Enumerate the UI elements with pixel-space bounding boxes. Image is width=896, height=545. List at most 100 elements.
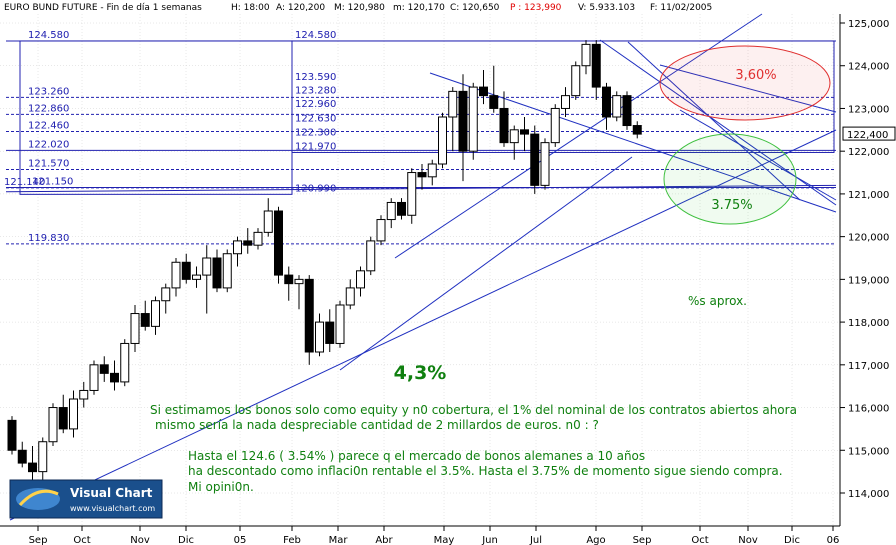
- level-label: 122.460: [28, 121, 69, 132]
- y-tick-label: 120,000: [848, 233, 889, 244]
- candle-body: [325, 321, 335, 344]
- candle-body: [79, 389, 89, 400]
- trendline: [9, 129, 837, 521]
- paragraph-1-line-2: mismo sería la nada despreciable cantida…: [155, 418, 599, 432]
- price-levels: 124.580 123.260 122.860 122.460 122.020 121.5…: [4, 30, 837, 245]
- y-tick-label: 117,000: [848, 361, 889, 372]
- header-max: M: 120,980: [334, 3, 385, 13]
- candle-body: [632, 125, 642, 135]
- box-level-label: 121.970: [295, 141, 336, 152]
- x-tick-label: Nov: [130, 535, 150, 545]
- red-ellipse: [659, 45, 831, 121]
- box-level-label: 123.590: [295, 72, 336, 83]
- level-label: 119.830: [28, 233, 69, 244]
- x-tick-label: Mar: [329, 535, 349, 545]
- level-label: 121.150: [32, 177, 73, 188]
- y-tick-label: 123,000: [848, 104, 889, 115]
- y-tick-label: 119,000: [848, 275, 889, 286]
- candle-body: [345, 287, 355, 306]
- level-label: 121.140: [4, 177, 45, 188]
- candle-body: [151, 300, 160, 327]
- candle-body: [386, 201, 396, 221]
- candle-body: [58, 407, 68, 430]
- candle-body: [417, 172, 427, 178]
- candle-body: [356, 270, 365, 289]
- box-level-label: 120.990: [295, 183, 336, 194]
- x-tick-label: Oct: [73, 535, 90, 545]
- candle-body: [540, 142, 550, 186]
- logo-background: [9, 479, 163, 519]
- candle-body: [212, 257, 222, 289]
- y-tick-label: 125,000: [848, 19, 889, 30]
- x-tick-label: 05: [234, 535, 247, 545]
- candle-body: [202, 257, 212, 276]
- candle-body: [622, 95, 632, 127]
- candle-body: [161, 287, 171, 302]
- candle-body: [427, 163, 437, 178]
- candle-body: [192, 274, 201, 280]
- candle-body: [274, 210, 283, 276]
- current-price-box: [842, 126, 896, 141]
- candle-body: [458, 90, 468, 152]
- header-date: F: 11/02/2005: [650, 3, 712, 13]
- header: EURO BUND FUTURE - Fin de día 1 semanas …: [4, 3, 712, 13]
- y-tick-label: 121,000: [848, 190, 889, 201]
- candle-body: [468, 86, 478, 152]
- level-label: 121.570: [28, 159, 69, 170]
- box-level-label: 123.280: [295, 85, 336, 96]
- header-p: P : 123,990: [510, 3, 562, 13]
- logo-arc: [18, 489, 59, 507]
- candle-body: [602, 86, 611, 118]
- box-level-label: 122.630: [295, 113, 336, 124]
- box-level-label: 122.960: [295, 99, 336, 110]
- candle-body: [489, 95, 499, 109]
- big-percent-label: 4,3%: [394, 362, 447, 384]
- candle-body: [499, 107, 509, 144]
- level-label: 122.020: [28, 139, 69, 150]
- level-label: 124.580: [28, 30, 69, 41]
- candle-body: [335, 304, 345, 344]
- candle-body: [110, 372, 119, 383]
- y-tick-label: 115,000: [848, 446, 889, 457]
- candle-body: [69, 398, 78, 430]
- grid: [0, 14, 840, 526]
- x-tick-label: Sep: [633, 535, 652, 545]
- header-close: C: 120,650: [450, 3, 500, 13]
- paragraph-2-line-3: Mi opini0n.: [188, 480, 254, 494]
- x-tick-label: Jun: [481, 535, 498, 545]
- candle-body: [28, 462, 37, 473]
- candle-body: [366, 240, 376, 272]
- x-tick-label: 06: [827, 535, 840, 545]
- trendline: [394, 13, 763, 259]
- candle-body: [479, 86, 488, 97]
- current-price-value: 122,400: [847, 130, 888, 141]
- candle-body: [509, 129, 519, 144]
- trendlines: [9, 13, 837, 521]
- overlays: [659, 45, 831, 225]
- y-tick-label: 124,000: [848, 62, 889, 73]
- candle-body: [243, 240, 253, 246]
- candle-body: [550, 107, 560, 144]
- x-tick-label: Feb: [283, 535, 301, 545]
- candle-body: [520, 129, 529, 135]
- candle-body: [89, 364, 99, 391]
- candle-body: [561, 95, 570, 109]
- candle-body: [591, 43, 601, 88]
- candle-body: [581, 43, 591, 67]
- x-tick-label: Jul: [529, 535, 542, 545]
- logo-name: Visual Chart: [70, 486, 153, 500]
- candle-body: [17, 449, 27, 464]
- box-level-label: 122.300: [295, 127, 336, 138]
- x-tick-label: Nov: [738, 535, 758, 545]
- x-tick-label: Oct: [691, 535, 708, 545]
- candle-body: [120, 342, 130, 383]
- candle-body: [7, 419, 17, 451]
- x-axis: Sep Oct Nov Dic 05 Feb Mar Abr May Jun Jul Ago Sep Oc…: [29, 526, 840, 545]
- candle-body: [171, 261, 181, 289]
- header-volume: V: 5.933.103: [578, 3, 635, 13]
- candle-body: [376, 219, 386, 242]
- x-tick-label: Dic: [784, 535, 800, 545]
- support-line: [5, 184, 837, 193]
- x-tick-label: Dic: [178, 535, 194, 545]
